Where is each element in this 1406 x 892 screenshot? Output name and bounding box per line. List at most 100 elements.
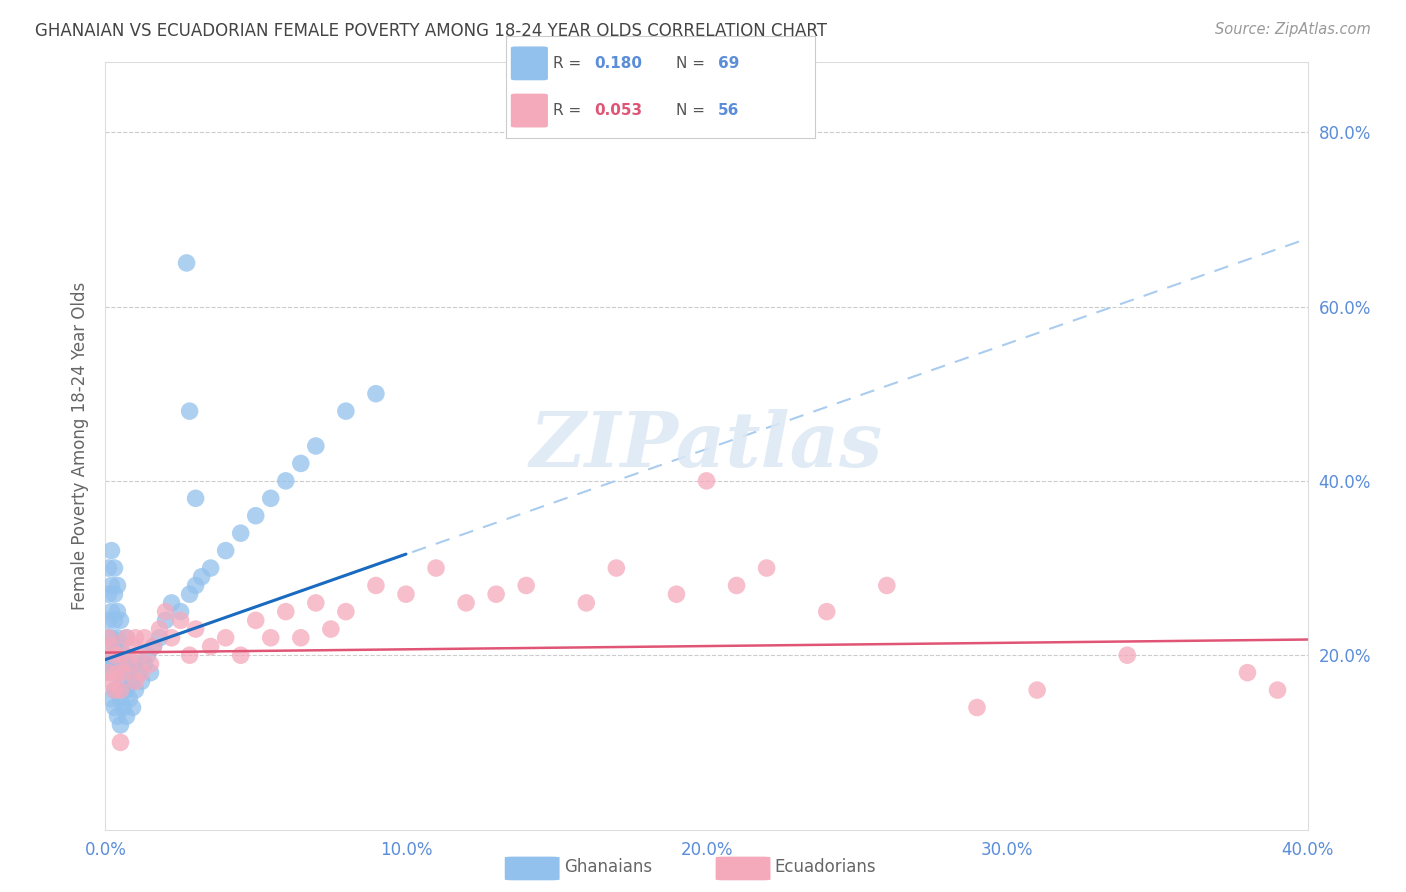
Point bbox=[815, 605, 838, 619]
Point bbox=[395, 587, 418, 601]
Point bbox=[179, 404, 201, 418]
Point bbox=[107, 683, 129, 698]
Point bbox=[107, 605, 129, 619]
Point bbox=[605, 561, 627, 575]
Point bbox=[97, 613, 120, 627]
Point bbox=[110, 735, 132, 749]
Text: R =: R = bbox=[553, 56, 586, 70]
Point bbox=[115, 631, 138, 645]
Point bbox=[103, 683, 125, 698]
Point bbox=[107, 657, 129, 671]
Point bbox=[97, 631, 120, 645]
Point bbox=[245, 613, 267, 627]
Point bbox=[190, 570, 212, 584]
Point bbox=[966, 700, 988, 714]
Point bbox=[139, 657, 162, 671]
Point bbox=[335, 404, 357, 418]
Point bbox=[179, 648, 201, 663]
Text: N =: N = bbox=[676, 56, 710, 70]
Point bbox=[103, 640, 125, 654]
Point bbox=[100, 631, 122, 645]
Point bbox=[245, 508, 267, 523]
Point bbox=[110, 691, 132, 706]
Point bbox=[115, 657, 138, 671]
Point bbox=[121, 674, 143, 689]
Point bbox=[121, 700, 143, 714]
Point bbox=[184, 578, 207, 592]
Point bbox=[575, 596, 598, 610]
Point bbox=[124, 631, 146, 645]
Point bbox=[103, 683, 125, 698]
Point bbox=[103, 613, 125, 627]
Text: 69: 69 bbox=[718, 56, 740, 70]
Point bbox=[100, 640, 122, 654]
Point bbox=[1026, 683, 1049, 698]
Point bbox=[260, 631, 283, 645]
Point bbox=[155, 605, 177, 619]
Point bbox=[107, 665, 129, 680]
Point bbox=[100, 691, 122, 706]
Point bbox=[118, 657, 141, 671]
Point bbox=[142, 640, 165, 654]
Point bbox=[425, 561, 447, 575]
Point bbox=[110, 640, 132, 654]
Point bbox=[112, 674, 135, 689]
Text: Ghanaians: Ghanaians bbox=[564, 858, 652, 877]
Point bbox=[97, 657, 120, 671]
Point bbox=[107, 578, 129, 592]
Text: 0.180: 0.180 bbox=[595, 56, 643, 70]
Point bbox=[124, 657, 146, 671]
Point bbox=[139, 665, 162, 680]
Point bbox=[290, 631, 312, 645]
Point bbox=[115, 709, 138, 723]
Point bbox=[214, 631, 236, 645]
Point bbox=[121, 640, 143, 654]
Point bbox=[103, 587, 125, 601]
Point bbox=[200, 640, 222, 654]
Point bbox=[97, 631, 120, 645]
Point bbox=[142, 640, 165, 654]
Text: Ecuadorians: Ecuadorians bbox=[775, 858, 876, 877]
Point bbox=[160, 631, 183, 645]
Point bbox=[148, 622, 170, 636]
Text: GHANAIAN VS ECUADORIAN FEMALE POVERTY AMONG 18-24 YEAR OLDS CORRELATION CHART: GHANAIAN VS ECUADORIAN FEMALE POVERTY AM… bbox=[35, 22, 827, 40]
Point bbox=[100, 578, 122, 592]
Point bbox=[110, 683, 132, 698]
Point bbox=[100, 674, 122, 689]
Point bbox=[155, 613, 177, 627]
Point bbox=[100, 648, 122, 663]
Text: 56: 56 bbox=[718, 103, 740, 118]
Point bbox=[319, 622, 342, 636]
Point bbox=[214, 543, 236, 558]
Point bbox=[456, 596, 478, 610]
Point bbox=[274, 474, 297, 488]
Point bbox=[169, 613, 191, 627]
Point bbox=[110, 648, 132, 663]
Point bbox=[131, 674, 153, 689]
Point bbox=[112, 648, 135, 663]
Point bbox=[110, 665, 132, 680]
Point bbox=[134, 657, 156, 671]
Text: ZIPatlas: ZIPatlas bbox=[530, 409, 883, 483]
Point bbox=[97, 587, 120, 601]
Point bbox=[176, 256, 198, 270]
Point bbox=[755, 561, 778, 575]
Point bbox=[97, 561, 120, 575]
Point bbox=[169, 605, 191, 619]
Point bbox=[515, 578, 537, 592]
Point bbox=[290, 457, 312, 471]
Point bbox=[305, 439, 328, 453]
Point bbox=[103, 700, 125, 714]
Point bbox=[179, 587, 201, 601]
Point bbox=[305, 596, 328, 610]
Point bbox=[115, 683, 138, 698]
Point bbox=[335, 605, 357, 619]
Point bbox=[184, 622, 207, 636]
FancyBboxPatch shape bbox=[716, 856, 770, 880]
Point bbox=[110, 718, 132, 732]
Point bbox=[725, 578, 748, 592]
Point bbox=[665, 587, 688, 601]
Point bbox=[1267, 683, 1289, 698]
Point bbox=[274, 605, 297, 619]
Point bbox=[134, 631, 156, 645]
